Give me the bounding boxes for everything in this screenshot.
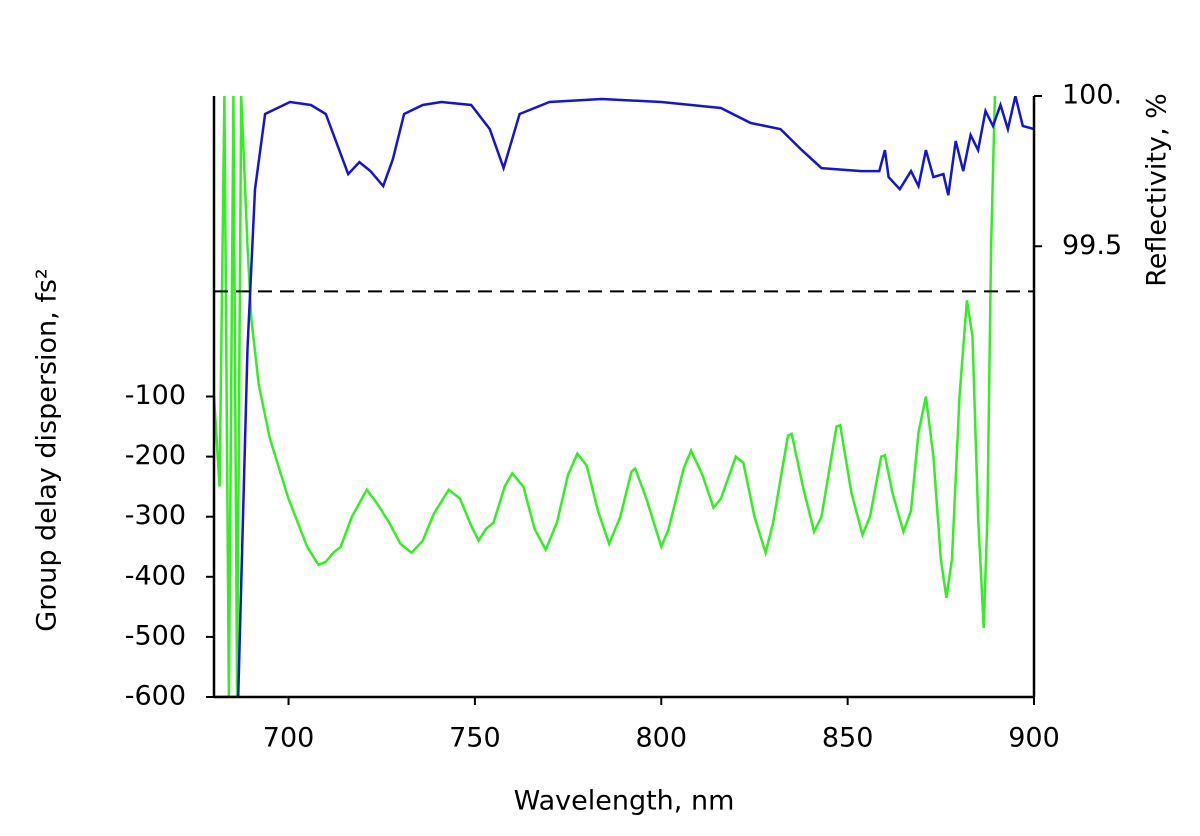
data-line bbox=[214, 96, 1034, 697]
data-line bbox=[214, 96, 997, 697]
x-tick-label: 700 bbox=[263, 723, 315, 754]
y2-axis-label: Reflectivity, % bbox=[1142, 93, 1173, 287]
y-tick-label: -200 bbox=[125, 440, 186, 471]
y-tick-label: -100 bbox=[125, 380, 186, 411]
y-axis-label: Group delay dispersion, fs² bbox=[32, 268, 63, 631]
x-tick-label: 850 bbox=[822, 723, 874, 754]
y2-tick-label: 99.5 bbox=[1062, 230, 1122, 261]
y-tick-label: -500 bbox=[125, 620, 186, 651]
x-tick-label: 900 bbox=[1008, 723, 1060, 754]
y-tick-label: -600 bbox=[125, 681, 186, 712]
y-tick-label: -300 bbox=[125, 500, 186, 531]
x-tick-label: 750 bbox=[449, 723, 501, 754]
x-axis-label: Wavelength, nm bbox=[514, 786, 735, 817]
y-tick-label: -400 bbox=[125, 560, 186, 591]
x-tick-label: 800 bbox=[635, 723, 687, 754]
y2-tick-label: 100. bbox=[1062, 80, 1122, 111]
